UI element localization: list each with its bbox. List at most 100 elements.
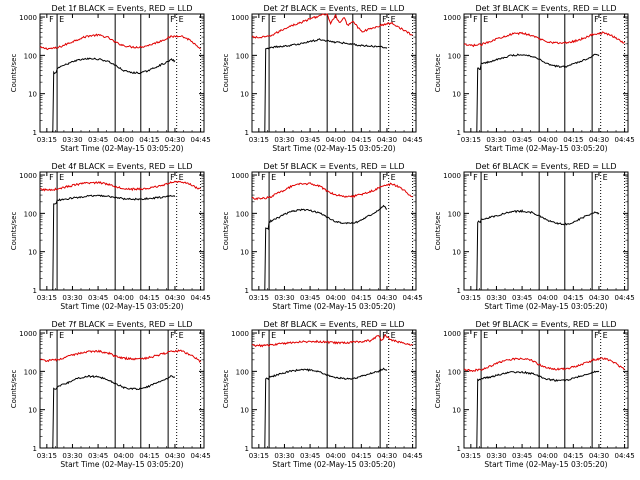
panel-title: Det 9f BLACK = Events, RED = LLD bbox=[475, 320, 616, 329]
x-tick-label: 04:00 bbox=[114, 136, 134, 144]
x-tick-label: 04:15 bbox=[351, 452, 371, 460]
x-tick-label: 04:00 bbox=[114, 294, 134, 302]
y-tick-label: 100 bbox=[448, 368, 461, 376]
panel-title: Det 1f BLACK = Events, RED = LLD bbox=[51, 4, 192, 13]
panel-det-5: Det 5f BLACK = Events, RED = LLD 1 10 100 10… bbox=[222, 162, 423, 311]
x-tick-label: 03:15 bbox=[37, 452, 57, 460]
x-axis-label: Start Time (02-May-15 03:05:20) bbox=[272, 302, 395, 311]
events-series-line bbox=[476, 53, 600, 133]
y-axis-label: Counts/sec bbox=[222, 370, 230, 409]
x-tick-label: 03:45 bbox=[300, 136, 320, 144]
panel-det-1: Det 1f BLACK = Events, RED = LLD 1 10 100 10… bbox=[10, 4, 211, 153]
y-tick-label: 1 bbox=[457, 445, 461, 453]
lld-series-line bbox=[40, 349, 201, 363]
x-tick-label: 03:15 bbox=[461, 294, 481, 302]
flag-label: F bbox=[49, 173, 54, 182]
panel-det-2: Det 2f BLACK = Events, RED = LLD 1 10 100 10… bbox=[222, 4, 423, 153]
events-series-line bbox=[263, 204, 388, 291]
flag-label: E bbox=[483, 331, 488, 340]
x-tick-label: 04:15 bbox=[139, 136, 159, 144]
x-tick-label: 04:45 bbox=[402, 452, 422, 460]
flag-label: F bbox=[594, 331, 599, 340]
y-tick-label: 1000 bbox=[19, 330, 37, 338]
x-axis-label: Start Time (02-May-15 03:05:20) bbox=[484, 460, 607, 469]
plot-frame bbox=[251, 329, 417, 449]
y-tick-label: 1 bbox=[457, 129, 461, 137]
events-series-line bbox=[52, 57, 176, 132]
flag-label: F bbox=[170, 15, 175, 24]
y-tick-label: 10 bbox=[240, 91, 249, 99]
flag-label: F bbox=[473, 15, 478, 24]
x-tick-label: 03:15 bbox=[461, 452, 481, 460]
y-tick-label: 1 bbox=[245, 445, 249, 453]
x-tick-label: 03:45 bbox=[300, 452, 320, 460]
flag-label: F bbox=[49, 331, 54, 340]
y-axis-label: Counts/sec bbox=[10, 212, 18, 251]
flag-label: F bbox=[261, 15, 266, 24]
x-tick-label: 04:45 bbox=[190, 136, 210, 144]
x-tick-label: 04:45 bbox=[190, 294, 210, 302]
panel-det-8: Det 8f BLACK = Events, RED = LLD 1 10 100 10… bbox=[222, 320, 423, 469]
y-axis-label: Counts/sec bbox=[434, 370, 442, 409]
x-tick-label: 03:30 bbox=[486, 294, 506, 302]
y-tick-label: 10 bbox=[240, 249, 249, 257]
lld-series-line bbox=[251, 13, 413, 39]
y-axis-label: Counts/sec bbox=[434, 54, 442, 93]
x-tick-label: 03:15 bbox=[249, 136, 269, 144]
x-tick-label: 03:45 bbox=[88, 294, 108, 302]
y-tick-label: 1000 bbox=[443, 330, 461, 338]
lld-series-line bbox=[39, 180, 201, 192]
events-series-line bbox=[475, 209, 600, 291]
x-tick-label: 04:30 bbox=[165, 452, 185, 460]
x-tick-label: 04:15 bbox=[563, 136, 583, 144]
flag-label: F bbox=[170, 173, 175, 182]
lld-series-line bbox=[251, 182, 413, 201]
x-tick-label: 04:30 bbox=[165, 136, 185, 144]
x-tick-label: 04:15 bbox=[563, 294, 583, 302]
y-tick-label: 1 bbox=[33, 129, 37, 137]
x-tick-label: 03:30 bbox=[274, 294, 294, 302]
y-tick-label: 100 bbox=[24, 368, 37, 376]
x-tick-label: 04:45 bbox=[614, 294, 634, 302]
y-tick-label: 10 bbox=[28, 249, 37, 257]
panel-title: Det 2f BLACK = Events, RED = LLD bbox=[263, 4, 404, 13]
flag-label: F bbox=[473, 173, 478, 182]
panel-det-9: Det 9f BLACK = Events, RED = LLD 1 10 100 10… bbox=[434, 320, 635, 469]
flag-label: E bbox=[179, 331, 184, 340]
y-tick-label: 1 bbox=[245, 287, 249, 295]
y-axis-label: Counts/sec bbox=[222, 212, 230, 251]
x-tick-label: 04:15 bbox=[139, 294, 159, 302]
x-tick-label: 03:15 bbox=[249, 452, 269, 460]
flag-label: E bbox=[603, 331, 608, 340]
flag-label: E bbox=[59, 331, 64, 340]
x-tick-label: 04:15 bbox=[139, 452, 159, 460]
x-tick-label: 04:30 bbox=[165, 294, 185, 302]
flag-label: E bbox=[179, 173, 184, 182]
x-tick-label: 04:45 bbox=[402, 294, 422, 302]
flag-label: E bbox=[271, 15, 276, 24]
x-tick-label: 04:00 bbox=[538, 452, 558, 460]
plot-frame bbox=[463, 13, 629, 133]
x-tick-label: 04:30 bbox=[377, 452, 397, 460]
x-tick-label: 03:45 bbox=[512, 294, 532, 302]
y-axis-label: Counts/sec bbox=[10, 54, 18, 93]
y-tick-label: 1000 bbox=[231, 14, 249, 22]
x-tick-label: 03:15 bbox=[461, 136, 481, 144]
y-tick-label: 1000 bbox=[19, 14, 37, 22]
x-tick-label: 03:45 bbox=[88, 452, 108, 460]
y-axis-label: Counts/sec bbox=[222, 54, 230, 93]
x-axis-label: Start Time (02-May-15 03:05:20) bbox=[60, 460, 183, 469]
flag-label: E bbox=[483, 15, 488, 24]
y-tick-label: 100 bbox=[24, 52, 37, 60]
panel-title: Det 8f BLACK = Events, RED = LLD bbox=[263, 320, 404, 329]
panel-det-7: Det 7f BLACK = Events, RED = LLD 1 10 100 10… bbox=[10, 320, 211, 469]
x-tick-label: 03:45 bbox=[512, 452, 532, 460]
flag-label: E bbox=[59, 15, 64, 24]
x-tick-label: 03:15 bbox=[37, 294, 57, 302]
y-tick-label: 100 bbox=[236, 368, 249, 376]
x-tick-label: 03:45 bbox=[300, 294, 320, 302]
x-tick-label: 04:00 bbox=[538, 136, 558, 144]
flag-label: F bbox=[49, 15, 54, 24]
y-tick-label: 100 bbox=[236, 52, 249, 60]
